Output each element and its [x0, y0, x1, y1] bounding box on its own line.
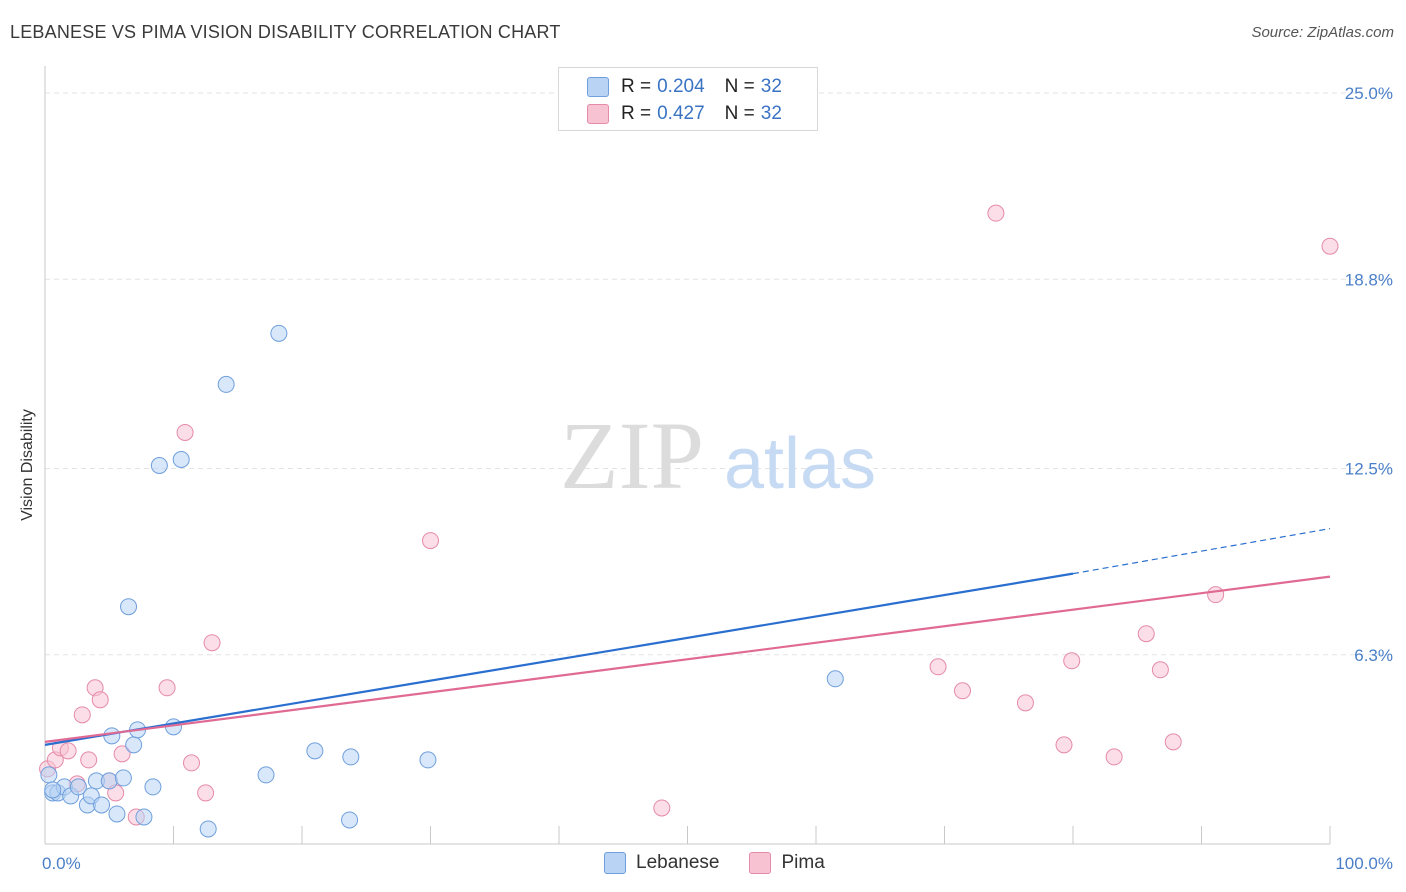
lebanese-point: [150, 457, 168, 475]
legend-r-label: R =: [621, 76, 652, 97]
pima-point: [182, 754, 200, 772]
pima-point: [59, 742, 77, 760]
watermark-zip: ZIP: [560, 402, 704, 509]
pima-point: [203, 634, 221, 652]
pima-trend-line: [44, 575, 1331, 743]
pima-point: [1164, 733, 1182, 751]
y-tick-label: 18.8%: [1345, 270, 1393, 289]
legend-r-value: 0.204: [657, 76, 705, 97]
lebanese-point: [342, 748, 360, 766]
pima-point: [422, 532, 439, 550]
lebanese-point: [341, 811, 359, 829]
pima-point: [1105, 748, 1123, 766]
lebanese-point: [125, 736, 143, 754]
lebanese-point: [44, 781, 62, 799]
lebanese-point: [270, 324, 288, 342]
lebanese-swatch: [604, 852, 626, 874]
legend-row-lebanese: R = 0.204 N = 32: [587, 74, 782, 100]
bottom-legend-lebanese-label: Lebanese: [636, 852, 720, 873]
pima-point: [158, 679, 176, 697]
tick-labels: 6.3% 12.5% 18.8% 25.0% 0.0% 100.0%: [42, 84, 1393, 873]
legend-box: R = 0.204 N = 32 R = 0.427 N = 32: [558, 67, 818, 131]
pima-point: [1063, 652, 1081, 670]
pima-point: [1207, 586, 1225, 604]
bottom-legend-pima: Pima: [749, 852, 825, 874]
lebanese-swatch: [587, 77, 609, 97]
pima-point: [113, 745, 131, 763]
x-tick-label: 0.0%: [42, 854, 81, 873]
legend-n-value: 32: [760, 103, 782, 124]
bottom-legend: Lebanese Pima: [604, 852, 855, 874]
pima-swatch: [749, 852, 772, 874]
lebanese-point: [120, 598, 138, 616]
pima-point: [987, 204, 1005, 222]
trend-lines: [44, 527, 1331, 746]
pima-point: [1151, 661, 1169, 679]
chart-title: LEBANESE VS PIMA VISION DISABILITY CORRE…: [10, 22, 561, 42]
y-tick-label: 25.0%: [1345, 84, 1393, 103]
pima-point: [653, 799, 671, 817]
lebanese-trend-extension: [1072, 527, 1331, 575]
pima-point: [953, 682, 971, 700]
pima-swatch: [587, 104, 609, 124]
pima-point: [197, 784, 215, 802]
lebanese-point: [419, 751, 437, 769]
axes: [44, 66, 1331, 845]
gridlines: [45, 92, 1395, 656]
pima-point: [1321, 237, 1339, 255]
pima-point: [929, 658, 947, 676]
lebanese-point: [93, 796, 111, 814]
pima-points: [39, 204, 1339, 826]
lebanese-points: [40, 324, 844, 838]
bottom-legend-lebanese: Lebanese: [604, 852, 719, 874]
watermark-atlas: atlas: [724, 424, 876, 504]
pima-point: [91, 691, 109, 709]
lebanese-point: [199, 820, 217, 838]
source-label: Source: ZipAtlas.com: [1251, 24, 1394, 41]
lebanese-trend-line: [44, 572, 1074, 746]
lebanese-point: [108, 805, 126, 823]
x-tick-label: 100.0%: [1335, 854, 1393, 873]
lebanese-point: [114, 769, 132, 787]
lebanese-point: [100, 772, 118, 790]
lebanese-point: [217, 375, 235, 393]
lebanese-point: [40, 766, 58, 784]
y-tick-label: 6.3%: [1354, 646, 1393, 665]
lebanese-point: [172, 450, 190, 468]
legend-r-label: R =: [621, 103, 652, 124]
y-tick-label: 12.5%: [1345, 460, 1393, 479]
pima-point: [80, 751, 98, 769]
pima-point: [176, 423, 194, 441]
bottom-legend-pima-label: Pima: [781, 852, 825, 873]
lebanese-point: [826, 670, 844, 688]
watermark: ZIP atlas: [560, 402, 876, 509]
lebanese-point: [306, 742, 324, 760]
pima-point: [1016, 694, 1034, 712]
lebanese-point: [144, 778, 162, 796]
legend-row-pima: R = 0.427 N = 32: [587, 101, 782, 127]
legend-n-label: N =: [724, 103, 755, 124]
lebanese-point: [257, 766, 275, 784]
pima-point: [1137, 625, 1155, 643]
pima-point: [73, 706, 91, 724]
lebanese-point: [103, 727, 121, 745]
pima-point: [1055, 736, 1073, 754]
legend-r-value: 0.427: [657, 103, 705, 124]
legend-n-value: 32: [760, 76, 782, 97]
lebanese-point: [69, 778, 87, 796]
legend-n-label: N =: [724, 76, 755, 97]
lebanese-point: [135, 808, 153, 826]
